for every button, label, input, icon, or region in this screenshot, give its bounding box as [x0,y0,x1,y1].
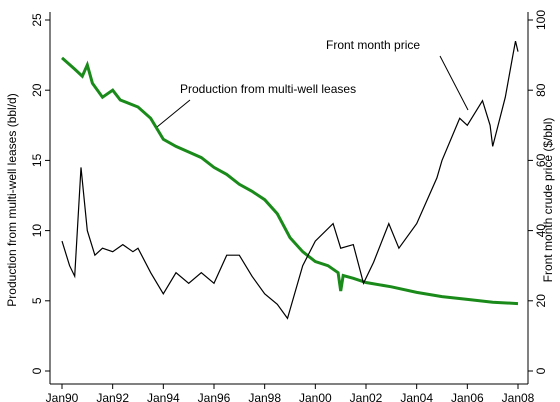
x-tick-label: Jan00 [299,391,332,402]
x-tick-label: Jan90 [46,391,79,402]
y2-tick-label: 60 [534,153,548,167]
y2-tick-label: 20 [534,294,548,308]
x-tick-label: Jan94 [147,391,180,402]
series-line [61,40,519,320]
x-tick-label: Jan96 [198,391,231,402]
x-tick-label: Jan98 [248,391,281,402]
annotation-pointer [156,99,191,128]
series-line [61,56,519,306]
y-tick-label: 10 [30,224,44,238]
y-tick-label: 15 [30,153,44,167]
annotation: Production from multi-well leases [180,82,356,96]
y2-tick-label: 100 [534,10,548,30]
x-tick-label: Jan92 [96,391,129,402]
y-tick-label: 20 [30,83,44,97]
y2-axis-title: Front month crude price ($/bbl) [541,118,555,283]
x-tick-label: Jan06 [451,391,484,402]
y-tick-label: 25 [30,13,44,27]
x-tick-label: Jan04 [400,391,433,402]
annotation: Front month price [326,38,420,52]
annotation-pointer [439,55,469,111]
y2-tick-label: 0 [534,367,548,374]
y-axis-title: Production from multi-well leases (bbl/d… [5,93,19,306]
x-tick-label: Jan08 [502,391,535,402]
y-tick-label: 5 [30,297,44,304]
x-tick-label: Jan02 [350,391,383,402]
y2-tick-label: 80 [534,83,548,97]
y-tick-label: 0 [30,367,44,374]
y2-tick-label: 40 [534,224,548,238]
